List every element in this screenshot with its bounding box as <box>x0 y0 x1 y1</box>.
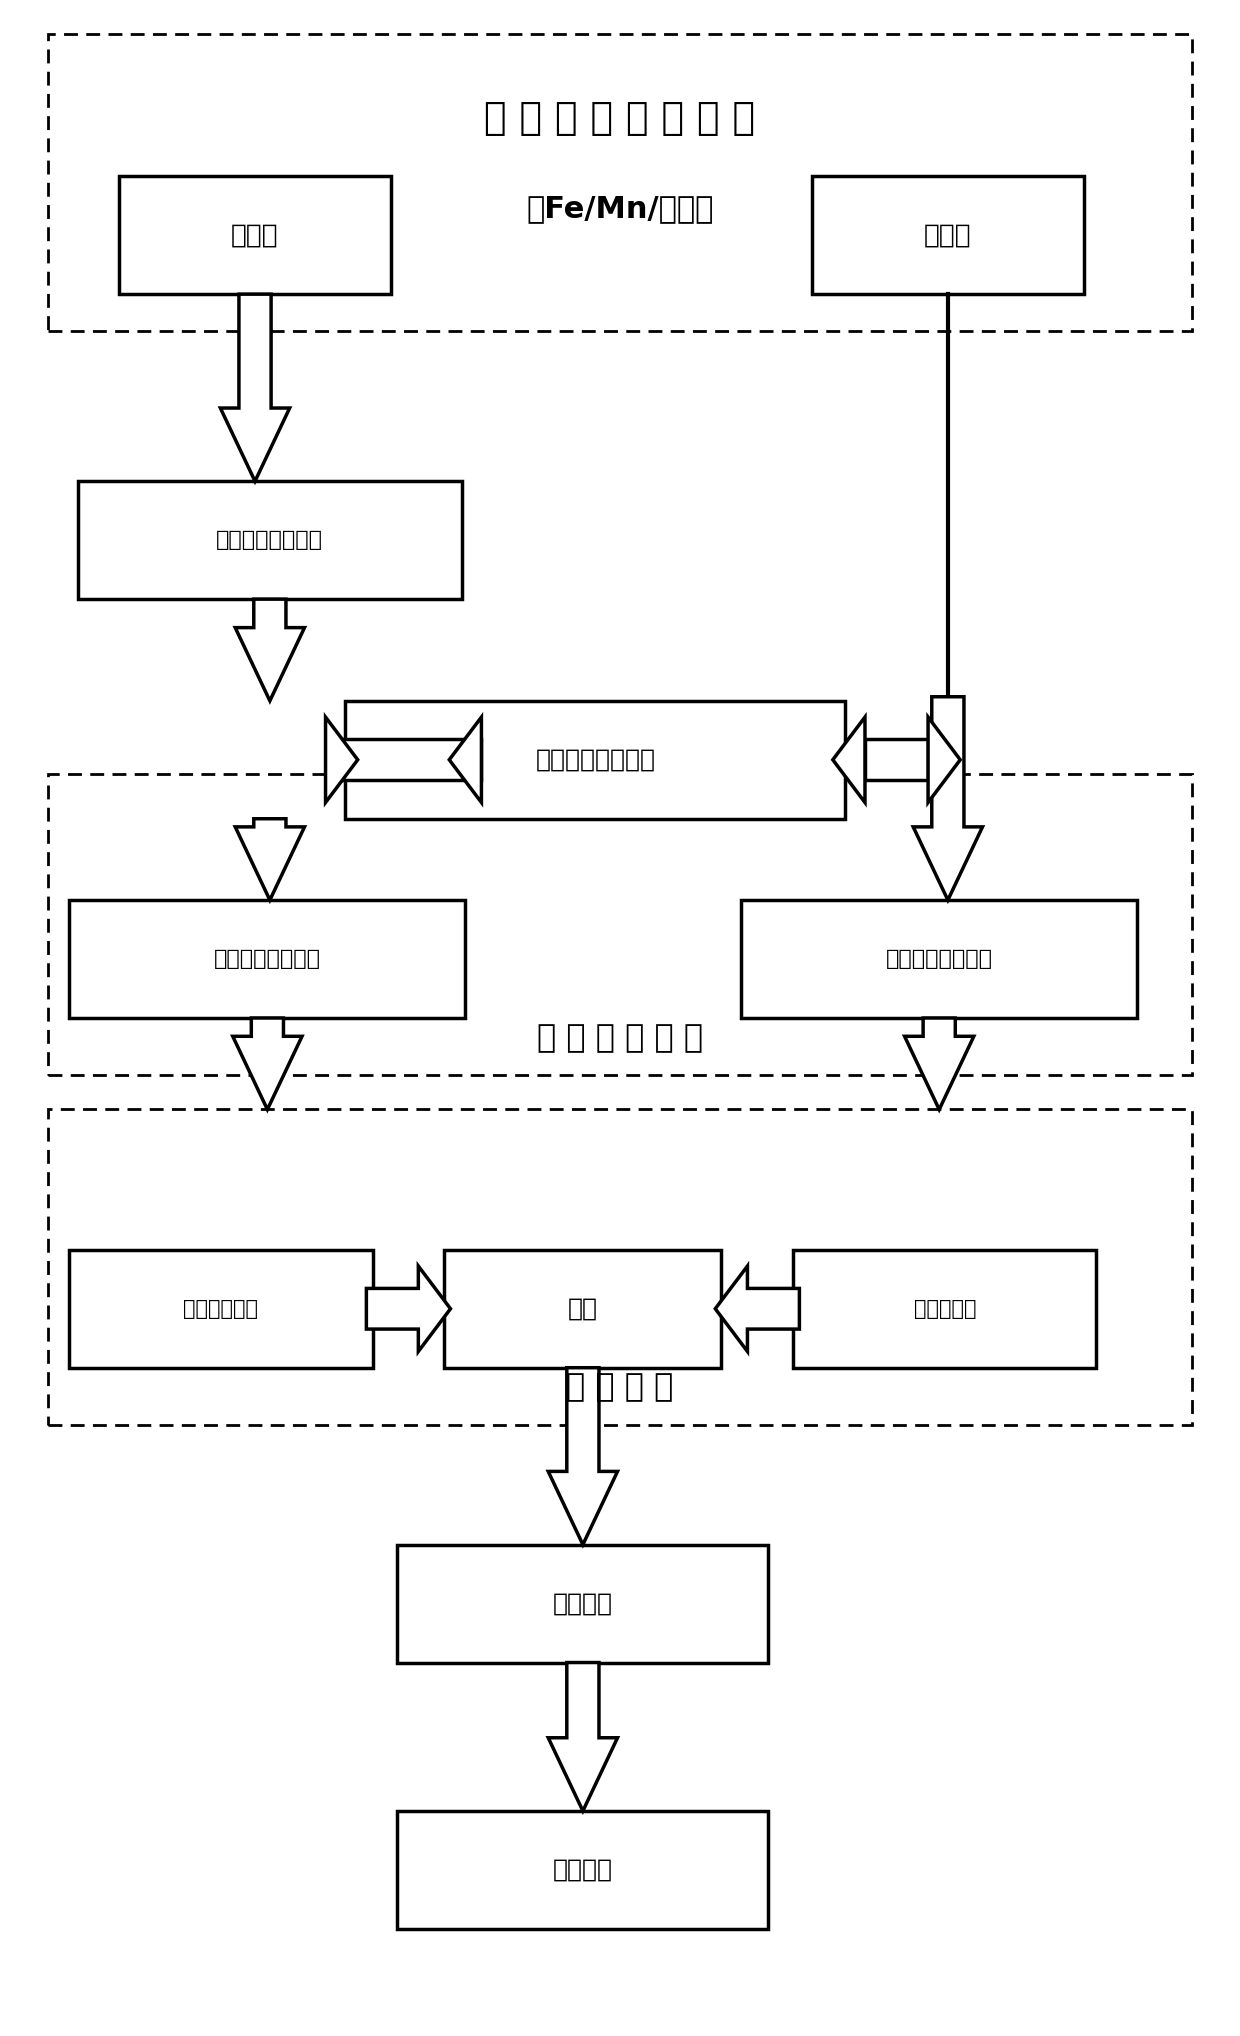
Bar <box>444 1250 722 1368</box>
Bar <box>866 739 928 780</box>
Polygon shape <box>928 717 960 802</box>
Text: 空气自然充氧系统: 空气自然充氧系统 <box>885 949 993 969</box>
Bar <box>397 1545 769 1663</box>
Text: 出水达标: 出水达标 <box>553 1859 613 1881</box>
Polygon shape <box>233 1018 303 1110</box>
Bar <box>742 900 1137 1018</box>
Text: 消毒系统: 消毒系统 <box>553 1592 613 1617</box>
Bar <box>48 1110 1192 1425</box>
Polygon shape <box>326 717 357 802</box>
Text: 滤池: 滤池 <box>568 1297 598 1321</box>
Bar <box>397 1810 769 1928</box>
Polygon shape <box>904 1018 973 1110</box>
Polygon shape <box>449 717 481 802</box>
Text: 空气机械充氧系统: 空气机械充氧系统 <box>213 949 321 969</box>
Text: 反冲洗系统: 反冲洗系统 <box>914 1299 976 1319</box>
Bar <box>119 177 391 293</box>
Polygon shape <box>715 1266 800 1352</box>
Bar <box>78 480 461 599</box>
Text: 混合反应沉淤系统: 混合反应沉淤系统 <box>216 529 324 550</box>
Bar <box>48 774 1192 1075</box>
Text: 空 气 氧 化 系 统: 空 气 氧 化 系 统 <box>537 1022 703 1055</box>
Polygon shape <box>236 818 305 900</box>
Text: 化学辅助氧化系统: 化学辅助氧化系统 <box>536 747 655 772</box>
Polygon shape <box>366 1266 450 1352</box>
Text: （Fe/Mn/氨氮）: （Fe/Mn/氨氮） <box>526 193 714 224</box>
Polygon shape <box>548 1663 618 1810</box>
Bar <box>69 900 465 1018</box>
Bar <box>812 177 1084 293</box>
Polygon shape <box>236 599 305 700</box>
Text: 复 合 微 污 染 水 源 水: 复 合 微 污 染 水 源 水 <box>485 102 755 136</box>
Bar <box>48 35 1192 330</box>
Text: 滤料再生系统: 滤料再生系统 <box>184 1299 258 1319</box>
Bar <box>345 700 846 818</box>
Bar <box>326 739 481 780</box>
Text: 过 滤 系 统: 过 滤 系 统 <box>567 1372 673 1403</box>
Text: 地下水: 地下水 <box>924 222 972 248</box>
Polygon shape <box>548 1368 618 1545</box>
Polygon shape <box>833 717 866 802</box>
Bar <box>69 1250 372 1368</box>
Text: 地表水: 地表水 <box>231 222 279 248</box>
Bar <box>794 1250 1096 1368</box>
Polygon shape <box>913 696 982 900</box>
Polygon shape <box>221 293 290 480</box>
